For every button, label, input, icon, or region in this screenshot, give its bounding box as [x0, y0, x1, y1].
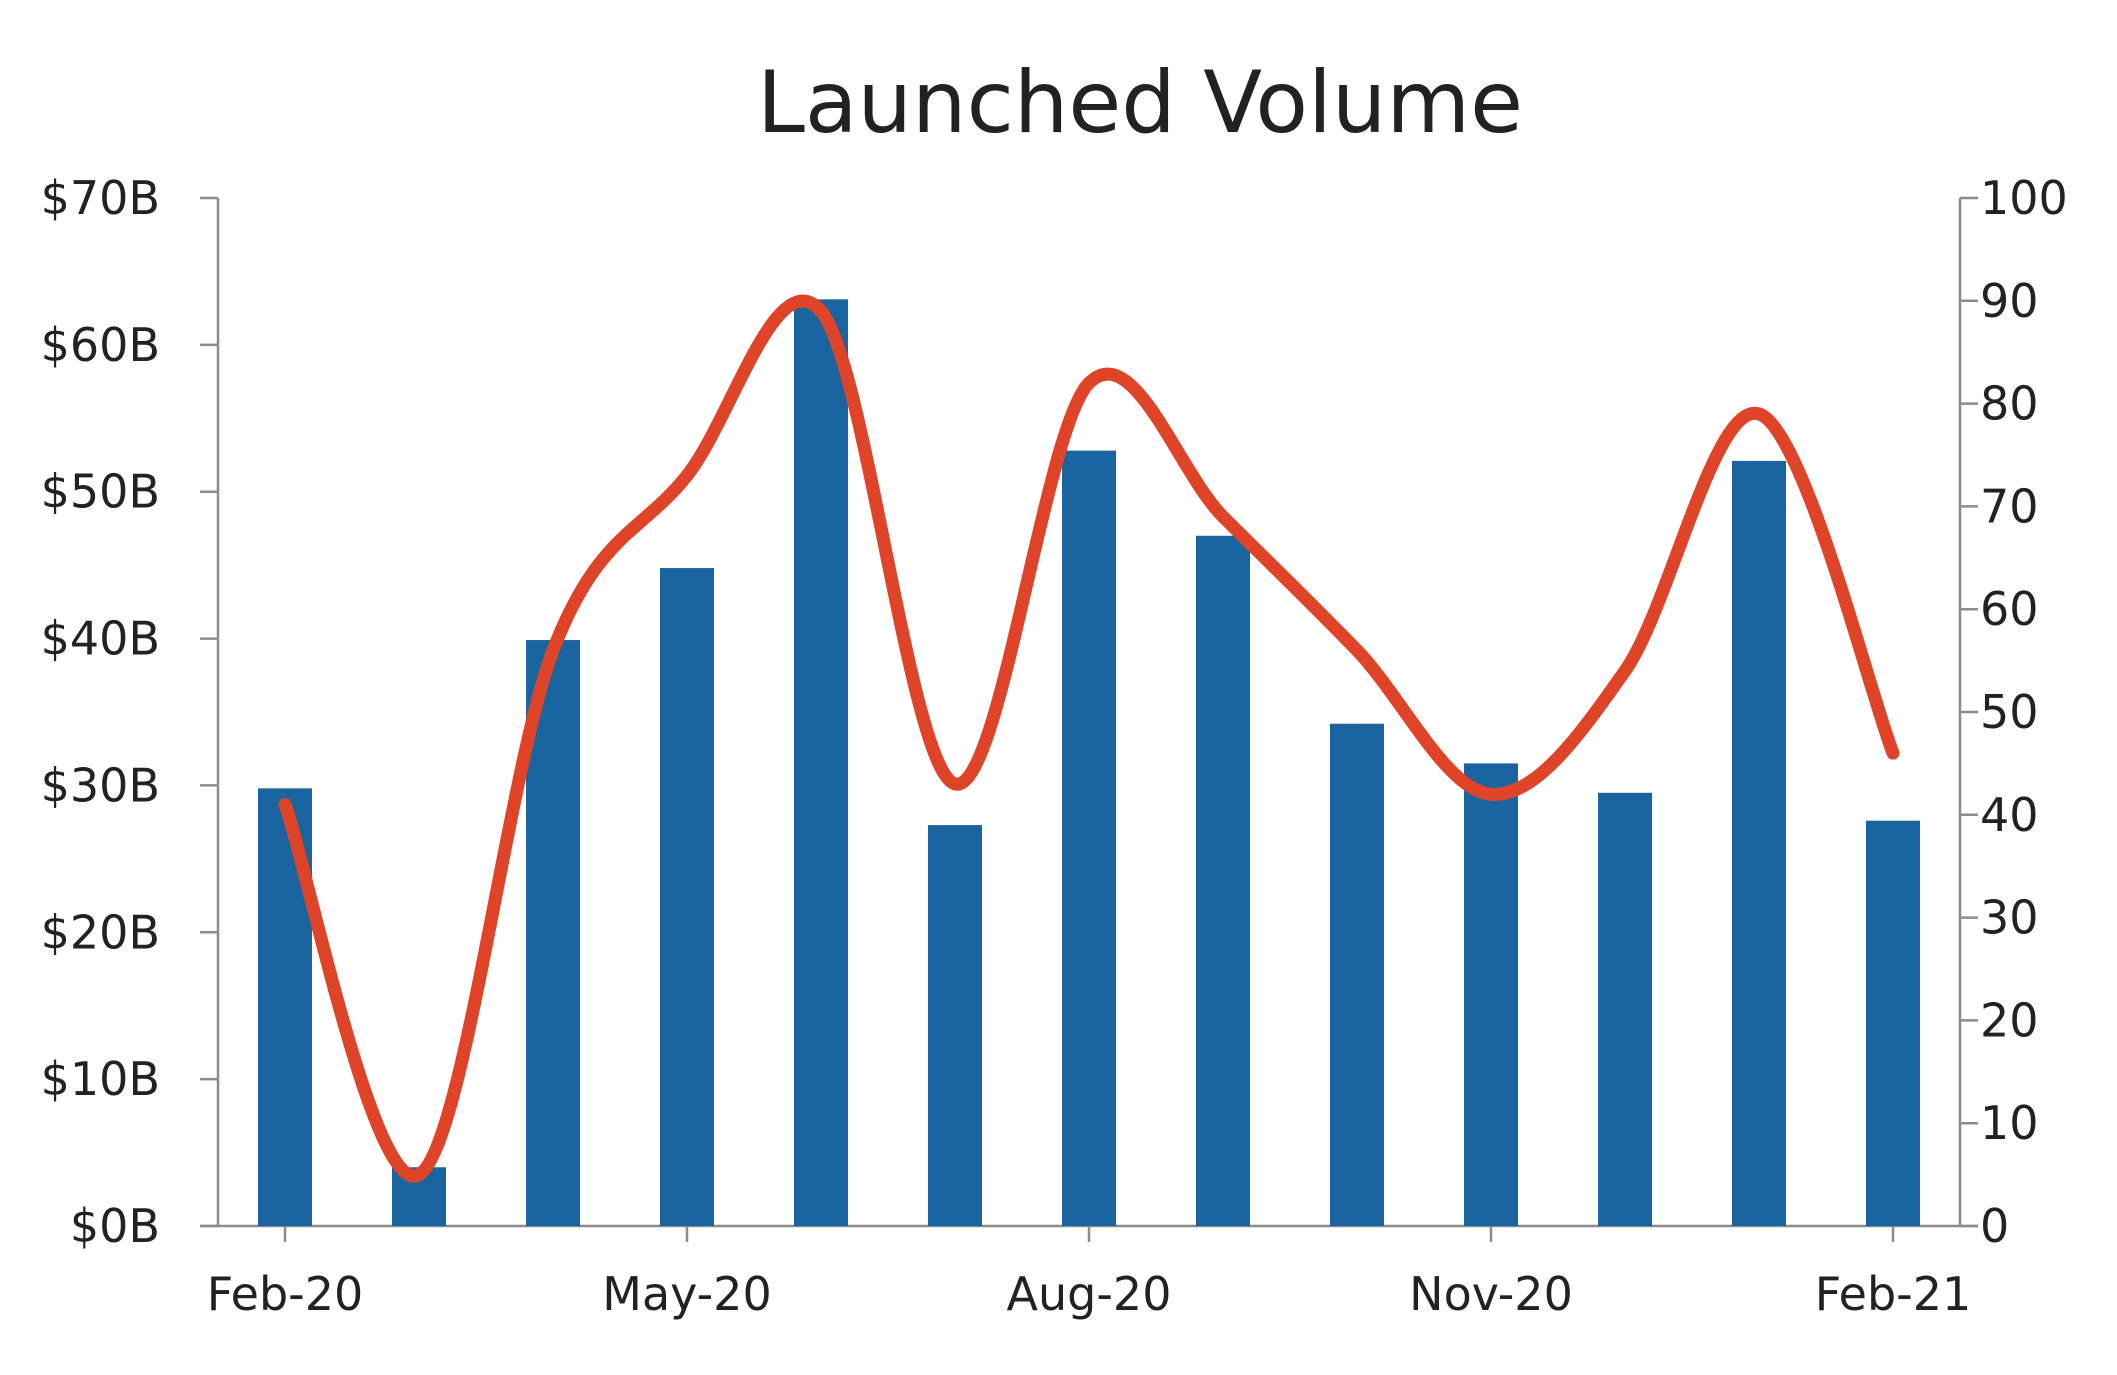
x-axis: Feb-20 May-20 Aug-20 Nov-20 Feb-21: [200, 1224, 1978, 1321]
right-tick-label: 70: [1980, 479, 2039, 533]
bar-Dec-20: [1598, 792, 1652, 1226]
bar-Jan-21: [1732, 460, 1786, 1227]
bar-Oct-20: [1330, 723, 1384, 1226]
bar-Nov-20: [1464, 763, 1518, 1226]
left-tick-label: $30B: [41, 758, 160, 812]
chart-title: Launched Volume: [757, 53, 1523, 153]
left-tick-label: $10B: [41, 1052, 160, 1106]
left-tick-label: $40B: [41, 612, 160, 666]
right-tick-label: 50: [1980, 685, 2039, 739]
x-tick-label: Aug-20: [1007, 1267, 1172, 1321]
right-tick-label: 90: [1980, 274, 2039, 328]
right-tick-label: 20: [1980, 993, 2039, 1047]
right-tick-label: 10: [1980, 1096, 2039, 1150]
left-tick-label: $60B: [41, 318, 160, 372]
bar-Feb-21: [1866, 820, 1920, 1226]
bar-Sep-20: [1196, 535, 1250, 1226]
count-line: [278, 294, 1900, 1183]
left-tick-label: $50B: [41, 465, 160, 519]
right-tick-label: 60: [1980, 582, 2039, 636]
bar-Jun-20: [794, 299, 848, 1226]
left-tick-label: $0B: [70, 1199, 160, 1253]
left-axis: $0B $10B $20B $30B $40B $50B $60B $70B: [41, 171, 220, 1253]
right-tick-label: 0: [1980, 1199, 2009, 1253]
x-tick-label: Feb-21: [1815, 1267, 1972, 1321]
x-tick-label: Feb-20: [207, 1267, 364, 1321]
left-tick-label: $70B: [41, 171, 160, 225]
right-tick-label: 40: [1980, 788, 2039, 842]
x-tick-label: May-20: [602, 1267, 771, 1321]
right-tick-label: 80: [1980, 377, 2039, 431]
bar-Jul-20: [928, 825, 982, 1226]
right-tick-label: 100: [1980, 171, 2068, 225]
right-axis: 0 10 20 30 40 50 60 70 80 90 100: [1958, 171, 2068, 1253]
bar-Aug-20: [1062, 450, 1116, 1226]
bar-series: [258, 299, 1920, 1227]
right-tick-label: 30: [1980, 891, 2039, 945]
line-series: [278, 294, 1900, 1183]
x-tick-label: Nov-20: [1409, 1267, 1573, 1321]
bar-May-20: [660, 568, 714, 1226]
left-tick-label: $20B: [41, 905, 160, 959]
